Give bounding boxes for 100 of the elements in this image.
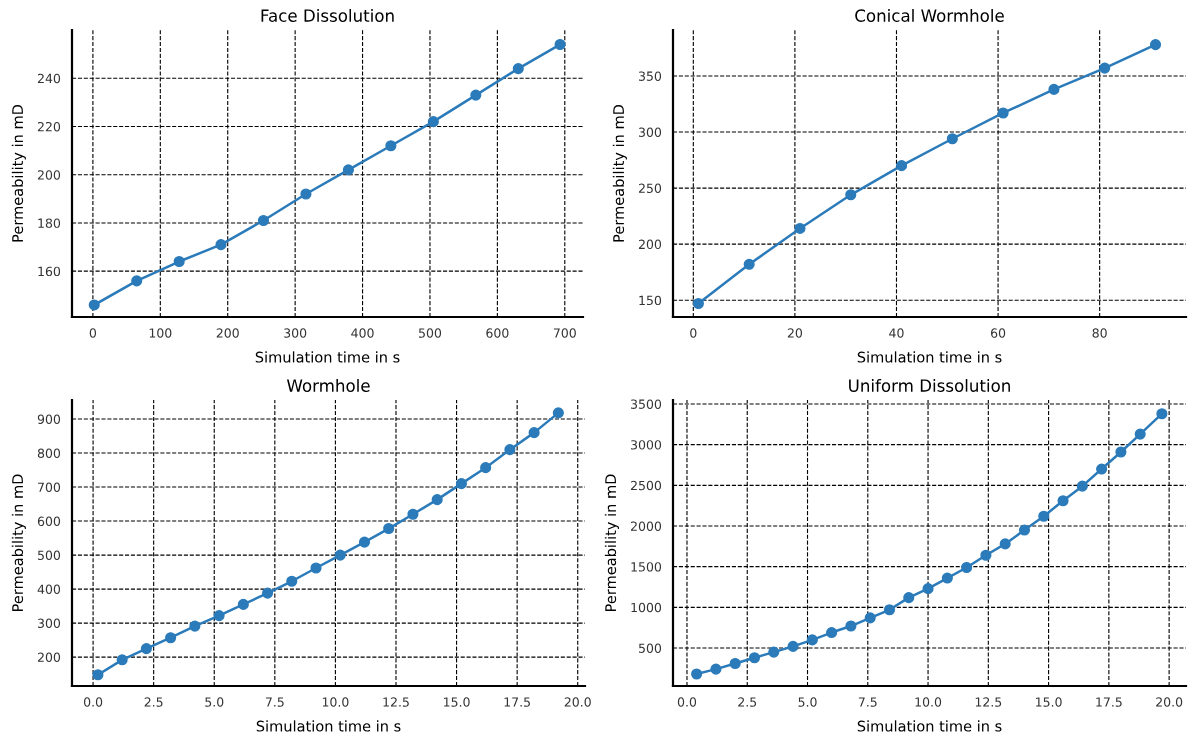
x-tick-label: 12.5 [383,697,409,707]
y-tick-label: 200 [37,652,61,663]
point [980,549,992,561]
point [946,133,958,145]
point [286,575,298,587]
point [787,640,799,652]
x-tick-label: 7.5 [858,697,877,707]
point [806,634,818,646]
y-tick-label: 250 [638,183,662,193]
point [407,508,419,520]
x-axis-title: Simulation time in s [255,351,400,363]
point [1057,495,1069,507]
chart-title: Uniform Dissolution [849,379,1010,392]
point [552,407,564,419]
y-tick-label: 300 [37,618,61,629]
point [941,572,953,584]
x-tick-label: 7.5 [265,697,284,707]
point [431,494,443,506]
x-tick-label: 17.5 [504,697,530,707]
point [1099,62,1111,74]
point [213,610,225,622]
point [845,189,857,201]
chart-title: Wormhole [286,379,370,392]
point [883,604,896,616]
point [1096,463,1108,475]
x-tick-label: 12.5 [975,697,1002,707]
point [1038,510,1050,522]
y-tick-label: 160 [38,266,61,277]
x-tick-label: 20 [787,328,803,338]
point [310,562,322,574]
y-axis-title: Permeability in mD [11,104,26,242]
point [748,652,761,664]
x-tick-label: 0.0 [677,697,697,707]
y-tick-label: 3500 [631,399,662,409]
point [691,668,703,680]
point [1134,428,1146,440]
point [358,536,371,548]
x-tick-label: 500 [419,328,442,338]
x-tick-label: 0 [690,328,697,338]
y-tick-label: 150 [639,295,662,306]
point [237,598,249,610]
x-tick-label: 300 [284,328,307,338]
y-tick-label: 800 [37,448,61,458]
x-tick-label: 0 [89,328,97,338]
y-tick-label: 180 [38,218,61,228]
y-tick-label: 220 [37,121,61,132]
chart-title: Face Dissolution [261,9,394,22]
x-tick-label: 10.0 [322,697,349,707]
point [427,116,439,128]
point [999,538,1011,550]
x-tick-label: 400 [351,328,374,338]
point [1115,446,1127,458]
y-tick-label: 200 [638,239,662,250]
point [1156,408,1168,420]
x-tick-label: 80 [1092,328,1107,338]
point [504,444,516,456]
y-tick-label: 900 [37,414,61,424]
y-tick-label: 600 [37,516,61,526]
point [116,654,128,666]
point [961,561,973,574]
point [92,669,104,681]
x-tick-label: 17.5 [1096,697,1122,707]
point [385,140,397,152]
point [1149,39,1162,51]
y-tick-label: 240 [37,73,61,84]
x-tick-label: 5.0 [205,697,224,707]
point [300,188,312,200]
x-axis-title: Simulation time in s [857,351,1002,363]
point [480,462,492,474]
x-tick-label: 20.0 [1156,697,1183,707]
point [554,38,566,51]
point [88,299,100,311]
x-tick-label: 0.0 [83,697,103,707]
point [470,89,482,101]
point [257,214,270,227]
point [383,522,395,535]
y-tick-label: 2000 [630,521,662,531]
y-tick-label: 350 [638,71,662,81]
x-tick-label: 5.0 [798,697,817,707]
point [1048,83,1060,95]
point [528,427,540,439]
point [512,63,524,75]
point [845,620,857,632]
point [342,164,354,176]
y-tick-label: 400 [37,584,61,595]
x-tick-label: 2.5 [738,697,757,707]
point [826,627,838,639]
y-tick-label: 1000 [631,602,662,613]
y-tick-label: 3000 [631,440,662,450]
y-axis-title: Permeability in mD [11,474,26,611]
point [455,478,467,490]
point [261,587,274,599]
x-tick-label: 60 [990,328,1006,338]
x-axis-title: Simulation time in s [857,720,1002,732]
y-tick-label: 200 [37,170,61,180]
point [922,583,934,595]
point [1018,524,1031,536]
point [896,160,908,172]
point [743,258,755,270]
point [140,643,152,655]
